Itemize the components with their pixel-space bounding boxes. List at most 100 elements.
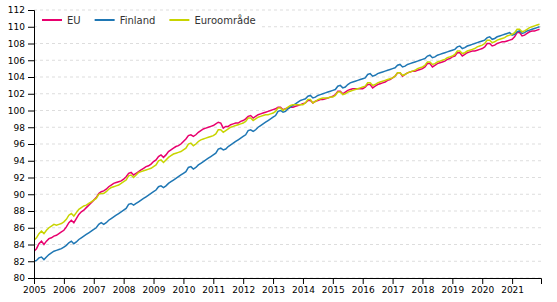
grid-line: [34, 194, 541, 195]
tick: 2009: [143, 278, 166, 295]
legend-item: EU: [42, 15, 81, 26]
tick: 88: [14, 206, 34, 216]
tick-label: 104: [8, 72, 25, 82]
tick: 90: [14, 190, 34, 200]
tick-label: 108: [8, 39, 25, 49]
tick-mark: [124, 278, 125, 284]
legend-label: EU: [67, 15, 81, 26]
tick-mark: [393, 278, 394, 284]
grid-line: [34, 144, 541, 145]
tick: 92: [14, 173, 34, 183]
tick-mark: [28, 211, 34, 212]
tick-mark: [273, 278, 274, 284]
tick-mark: [28, 44, 34, 45]
tick-label: 2007: [83, 285, 106, 295]
tick: 2016: [352, 278, 375, 295]
tick-label: 2015: [322, 285, 345, 295]
tick: 2019: [441, 278, 464, 295]
tick-label: 2018: [412, 285, 435, 295]
grid: [34, 10, 541, 278]
tick-mark: [28, 10, 34, 11]
series-line: [34, 24, 540, 240]
grid-line: [34, 77, 541, 78]
tick: 112: [8, 5, 34, 15]
tick-label: 84: [14, 240, 26, 250]
tick-label: 86: [14, 223, 26, 233]
grid-line: [34, 10, 541, 11]
tick-mark: [28, 261, 34, 262]
tick-label: 2010: [172, 285, 195, 295]
tick-label: 98: [14, 123, 26, 133]
grid-line: [34, 261, 541, 262]
tick-label: 112: [8, 5, 25, 15]
tick-mark: [422, 278, 423, 284]
tick-mark: [183, 278, 184, 284]
tick: 96: [14, 139, 34, 149]
tick: 108: [8, 39, 34, 49]
axis-line: [35, 279, 542, 285]
tick: 80: [14, 273, 34, 283]
tick: 94: [14, 156, 34, 166]
tick-mark: [303, 278, 304, 284]
tick-label: 100: [8, 106, 25, 116]
tick: 2006: [53, 278, 76, 295]
tick: 2011: [202, 278, 225, 295]
tick-mark: [28, 228, 34, 229]
tick-label: 110: [8, 22, 25, 32]
lines: [34, 24, 540, 261]
chart: 2005 2006 2007 2008 2009 2010 2011 2012 2013 2014…: [0, 0, 557, 302]
tick: 2020: [471, 278, 494, 295]
plot: 2005 2006 2007 2008 2009 2010 2011 2012 2013 2014…: [8, 5, 542, 295]
tick-label: 2012: [232, 285, 255, 295]
tick-mark: [28, 161, 34, 162]
tick-label: 106: [8, 56, 25, 66]
tick: 2012: [232, 278, 255, 295]
grid-line: [34, 93, 541, 94]
tick-mark: [94, 278, 95, 284]
tick: 2018: [412, 278, 435, 295]
tick-label: 88: [14, 206, 26, 216]
tick: 82: [14, 257, 34, 267]
y-axis: 80 82 84 86 88 90 92 94 96 98 100 102 104 106 108 110 11…: [8, 5, 35, 283]
tick-mark: [482, 278, 483, 284]
tick-mark: [28, 127, 34, 128]
tick-label: 2005: [23, 285, 46, 295]
series-line: [34, 29, 540, 251]
axis-line: [28, 11, 35, 279]
tick-mark: [452, 278, 453, 284]
series-line: [34, 27, 540, 262]
tick: 2021: [501, 278, 524, 295]
tick-mark: [28, 278, 34, 279]
tick-mark: [363, 278, 364, 284]
tick: 2014: [292, 278, 315, 295]
tick-label: 2013: [262, 285, 285, 295]
legend-background: [38, 12, 260, 28]
grid-line: [34, 160, 541, 161]
tick-label: 2017: [382, 285, 405, 295]
tick-label: 2011: [202, 285, 225, 295]
grid-line: [34, 60, 541, 61]
grid-line: [34, 211, 541, 212]
grid-line: [34, 127, 541, 128]
tick-mark: [28, 111, 34, 112]
legend-item: Finland: [95, 15, 156, 26]
legend: EUFinlandEuroområde: [38, 12, 260, 28]
tick: 106: [8, 56, 34, 66]
tick: 98: [14, 123, 34, 133]
tick-label: 2008: [113, 285, 136, 295]
tick: 2013: [262, 278, 285, 295]
tick-label: 2006: [53, 285, 76, 295]
legend-label: Finland: [120, 15, 156, 26]
tick: 2010: [172, 278, 195, 295]
tick-label: 94: [14, 156, 26, 166]
tick: 2007: [83, 278, 106, 295]
tick: 84: [14, 240, 34, 250]
tick-label: 102: [8, 89, 25, 99]
legend-swatch: [42, 19, 62, 21]
tick-label: 2014: [292, 285, 315, 295]
tick-mark: [64, 278, 65, 284]
grid-line: [34, 43, 541, 44]
tick-mark: [154, 278, 155, 284]
tick: 100: [8, 106, 34, 116]
tick-label: 90: [14, 190, 26, 200]
